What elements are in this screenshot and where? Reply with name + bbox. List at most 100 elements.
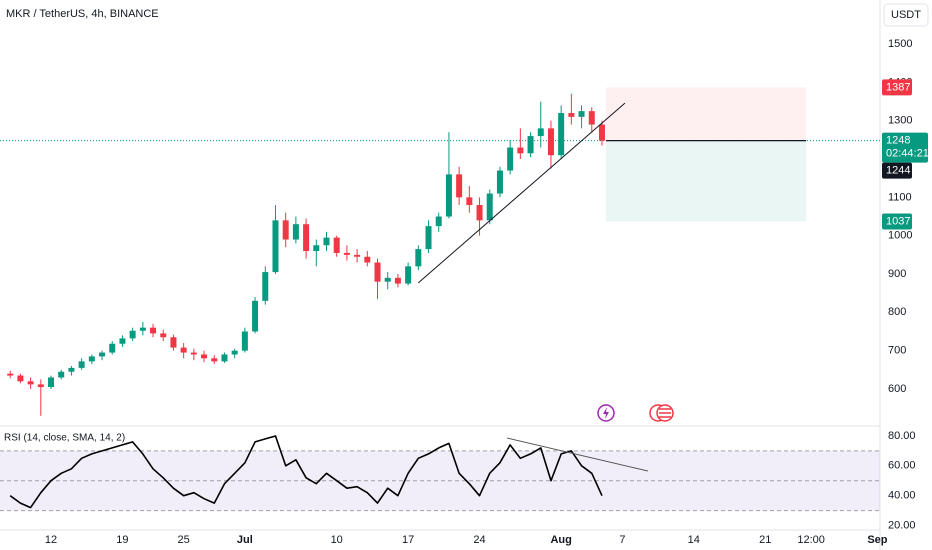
x-tick-label: Aug	[550, 534, 571, 546]
candle-body	[435, 216, 442, 227]
price-tag-label: 1244	[886, 165, 910, 177]
candle-body	[180, 347, 187, 353]
candle-body	[517, 147, 524, 154]
x-tick-label: 25	[178, 534, 190, 546]
candle-body	[262, 272, 269, 301]
candle-body	[160, 333, 167, 338]
candle-body	[405, 266, 412, 284]
countdown-label: 02:44:21	[886, 148, 929, 160]
rsi-tick-label: 60.00	[888, 460, 916, 472]
candle-body	[333, 237, 340, 253]
candle-body	[527, 136, 534, 154]
candle-body	[343, 252, 350, 255]
candle-body	[7, 373, 14, 376]
y-tick-label: 600	[888, 383, 906, 395]
candle-body	[99, 352, 106, 357]
candle-body	[129, 330, 136, 339]
candle-body	[27, 381, 34, 385]
candle-body	[58, 371, 65, 378]
price-tag	[882, 79, 912, 96]
x-tick-label: 12	[45, 534, 57, 546]
candle-body	[486, 193, 493, 221]
rsi-tick-label: 40.00	[888, 490, 916, 502]
rsi-title: RSI (14, close, SMA, 14, 2)	[4, 433, 125, 444]
candle-body	[17, 375, 24, 382]
y-tick-label: 1500	[888, 38, 912, 50]
candle-body	[456, 174, 463, 198]
candle-body	[211, 358, 218, 362]
candle-body	[507, 147, 514, 171]
x-tick-label: 7	[619, 534, 625, 546]
candle-body	[547, 128, 554, 156]
x-tick-label: Jul	[237, 534, 253, 546]
candle-body	[241, 331, 248, 351]
candle-body	[221, 354, 228, 362]
event-icons[interactable]	[597, 404, 674, 422]
x-tick-label: 24	[473, 534, 485, 546]
price-tag	[882, 162, 912, 179]
last-price-label: 1248	[886, 135, 910, 147]
candle-body	[425, 226, 432, 250]
candle-body	[588, 111, 595, 125]
symbol-title: MKR / TetherUS, 4h, BINANCE	[6, 8, 159, 20]
rsi-line	[9, 435, 603, 509]
last-price-tag	[882, 132, 928, 163]
candle-body	[292, 224, 299, 240]
candle-body	[323, 237, 330, 246]
y-tick-label: 1100	[888, 191, 912, 203]
candle-body	[568, 113, 575, 117]
candle-body	[190, 352, 197, 355]
candle-body	[445, 174, 452, 217]
candle-body	[109, 343, 116, 353]
price-tag	[882, 213, 912, 230]
candle-body	[139, 327, 146, 331]
rsi-trendline	[506, 437, 648, 472]
price-tag-label: 1387	[886, 81, 910, 93]
y-tick-label: 1000	[888, 230, 912, 242]
candle-body	[364, 256, 371, 263]
candle-body	[170, 337, 177, 348]
target-zone	[606, 140, 807, 222]
rsi-band	[0, 450, 880, 511]
candle-body	[466, 197, 473, 206]
candle-body	[578, 111, 585, 117]
candle-body	[598, 124, 605, 141]
x-tick-label: 17	[402, 534, 414, 546]
candle-body	[476, 205, 483, 221]
x-tick-label: 10	[331, 534, 343, 546]
x-tick-label: 14	[688, 534, 700, 546]
x-tick-label: 12:00	[797, 534, 825, 546]
candle-body	[68, 367, 75, 372]
rsi-tick-label: 80.00	[888, 430, 916, 442]
candle-body	[415, 249, 422, 267]
candle-body	[48, 377, 55, 388]
y-tick-label: 1300	[888, 115, 912, 127]
rsi-tick-label: 20.00	[888, 519, 916, 531]
x-tick-label: Sep	[867, 534, 887, 546]
candle-body	[394, 277, 401, 284]
candle-body	[150, 327, 157, 334]
x-tick-label: 21	[759, 534, 771, 546]
candle-body	[272, 220, 279, 273]
candle-body	[384, 277, 391, 282]
candle-body	[201, 354, 208, 359]
candle-body	[88, 356, 95, 362]
x-tick-label: 19	[116, 534, 128, 546]
candle-body	[303, 224, 310, 252]
currency-label[interactable]: USDT	[891, 9, 921, 21]
candle-body	[119, 338, 126, 344]
candle-body	[374, 262, 381, 282]
candle-body	[282, 220, 289, 240]
candle-body	[496, 170, 503, 194]
candle-body	[313, 245, 320, 252]
candle-body	[78, 361, 85, 368]
stop-zone	[606, 87, 807, 141]
candle-body	[558, 113, 565, 156]
y-tick-label: 800	[888, 306, 906, 318]
candle-body	[231, 350, 238, 355]
currency-button[interactable]	[883, 3, 929, 27]
event-icon-glyph	[659, 408, 671, 418]
